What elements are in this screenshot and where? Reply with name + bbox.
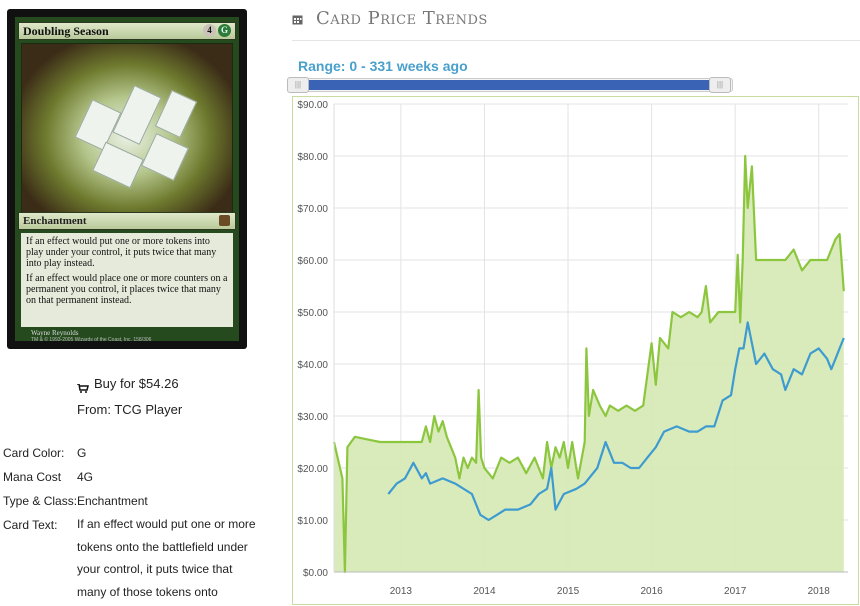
set-symbol-icon (219, 215, 230, 226)
y-tick-label: $90.00 (297, 100, 328, 111)
card-rules-paragraph: If an effect would place one or more cou… (26, 273, 228, 306)
x-tick-label: 2017 (724, 586, 747, 597)
card-rules-text: If an effect would put one or more token… (21, 233, 233, 327)
generic-mana-icon: 4 (203, 24, 216, 37)
price-chart: $0.00 $10.00 $20.00 $30.00 $40.00 $50.00 $60.0… (292, 96, 859, 605)
card-copyright: TM & © 1993-2005 Wizards of the Coast, I… (31, 337, 152, 343)
x-tick-label: 2013 (390, 586, 413, 597)
y-tick-label: $0.00 (303, 568, 328, 579)
card-type-bar: Enchantment (18, 212, 236, 230)
card-type-line: Enchantment (23, 215, 87, 227)
shopping-cart-icon[interactable] (77, 384, 89, 393)
calendar-icon (292, 15, 303, 25)
range-handle-end[interactable]: ||| (709, 77, 731, 93)
mana-cost-symbols: 4 G (203, 24, 231, 37)
buy-link[interactable]: Buy for $54.26 (94, 376, 179, 391)
buy-source: From: TCG Player (77, 402, 183, 417)
card-image: Doubling Season 4 G Enchantment If an ef… (7, 9, 247, 349)
info-key: Type & Class: (3, 494, 78, 508)
x-tick-label: 2015 (557, 586, 580, 597)
y-tick-label: $40.00 (297, 360, 328, 371)
card-frame: Doubling Season 4 G Enchantment If an ef… (15, 17, 239, 343)
info-value: 4G (77, 470, 94, 484)
info-key: Card Text: (3, 518, 58, 532)
x-tick-label: 2014 (473, 586, 496, 597)
range-handle-start[interactable]: ||| (287, 77, 309, 93)
card-artist: Wayne Reynolds (31, 329, 79, 337)
range-slider[interactable]: ||| ||| (287, 77, 733, 93)
series-line-green (332, 154, 845, 574)
info-key: Mana Cost (3, 470, 62, 484)
range-label: Range: 0 - 331 weeks ago (298, 58, 468, 74)
card-title-bar: Doubling Season 4 G (18, 22, 236, 40)
series-line-blue (387, 321, 845, 522)
info-value: If an effect would put one or more token… (77, 517, 256, 599)
page-title: Card Price Trends (316, 8, 488, 29)
card-rules-paragraph: If an effect would put one or more token… (26, 236, 217, 269)
x-tick-label: 2018 (808, 586, 831, 597)
range-slider-fill (296, 80, 720, 90)
y-tick-label: $80.00 (297, 152, 328, 163)
x-tick-label: 2016 (640, 586, 663, 597)
divider (292, 40, 860, 41)
green-mana-icon: G (218, 24, 231, 37)
info-key: Card Color: (3, 446, 65, 460)
y-tick-label: $20.00 (297, 464, 328, 475)
y-tick-label: $10.00 (297, 516, 328, 527)
y-tick-label: $30.00 (297, 412, 328, 423)
info-value: Enchantment (77, 494, 148, 508)
chart-border (292, 96, 859, 605)
info-value: G (77, 446, 87, 460)
y-tick-label: $50.00 (297, 308, 328, 319)
card-name: Doubling Season (23, 24, 109, 38)
y-tick-label: $60.00 (297, 256, 328, 267)
card-artwork (21, 43, 233, 213)
y-tick-label: $70.00 (297, 204, 328, 215)
